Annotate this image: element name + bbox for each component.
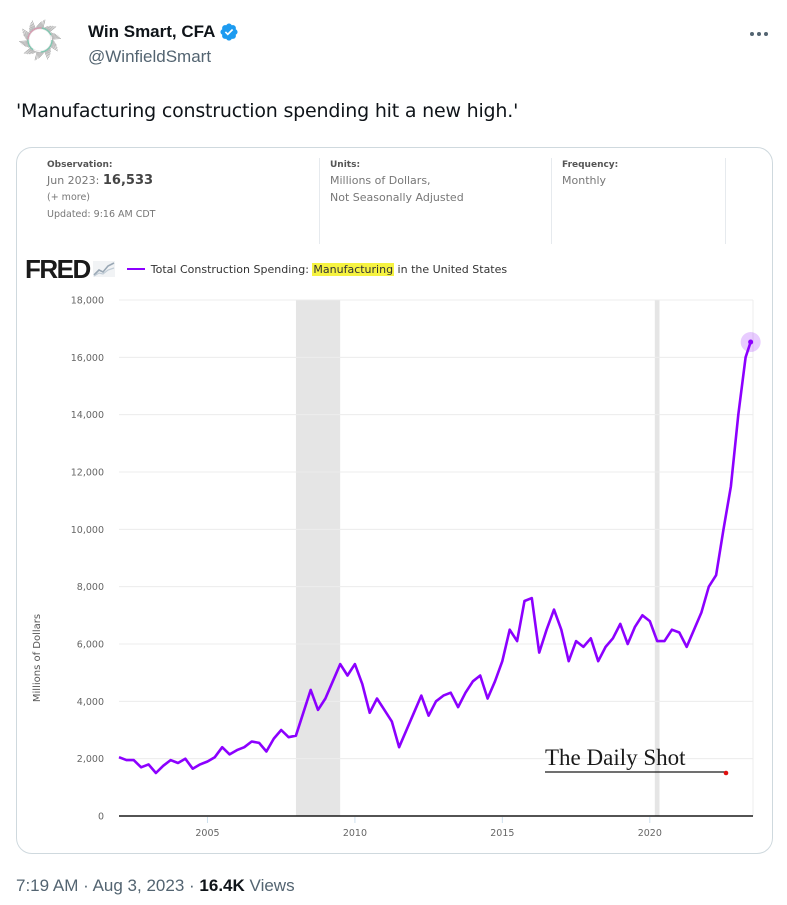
line-chart: 0 2,000 4,000 6,000 8,000 10,000 12,000 14,000 1… xyxy=(32,296,761,839)
y-axis-ticks: 0 2,000 4,000 6,000 8,000 10,000 12,000 14,000 1… xyxy=(71,296,104,823)
y-tick-label: 6,000 xyxy=(77,640,104,651)
more-options-button[interactable] xyxy=(747,24,771,44)
avatar-image xyxy=(19,19,61,61)
legend-swatch xyxy=(126,268,145,270)
fred-metadata: Observation: Jun 2023: 16,533 (+ more) U… xyxy=(17,148,772,248)
units-label: Units: xyxy=(330,160,361,170)
observation-label: Observation: xyxy=(47,160,113,170)
more-dot-icon xyxy=(764,32,768,36)
frequency-block: Frequency: Monthly xyxy=(562,160,618,189)
units-block: Units: Millions of Dollars, Not Seasonal… xyxy=(330,160,464,206)
legend-highlight: Manufacturing xyxy=(312,262,395,276)
frequency-label: Frequency: xyxy=(562,160,619,170)
watermark-dot xyxy=(723,770,729,776)
views-count: 16.4K xyxy=(199,876,245,895)
units-line-1: Millions of Dollars, xyxy=(330,174,431,187)
meta-divider xyxy=(725,158,726,244)
separator: · xyxy=(189,876,195,895)
tweet-date[interactable]: Aug 3, 2023 xyxy=(92,876,185,895)
series-line xyxy=(118,341,752,775)
x-tick-label: 2015 xyxy=(490,828,514,839)
y-axis-label: Millions of Dollars xyxy=(32,614,43,702)
fred-chart-icon xyxy=(92,261,115,277)
fred-logo: FRED xyxy=(25,253,91,284)
y-tick-label: 14,000 xyxy=(71,410,104,421)
gridlines xyxy=(119,299,754,817)
author-block: Win Smart, CFA @WinfieldSmart xyxy=(88,22,239,67)
tweet-footer: 7:19 AM · Aug 3, 2023 · 16.4K Views xyxy=(16,876,295,896)
x-axis-ticks: 2005 2010 2015 2020 xyxy=(195,817,662,839)
views-label: Views xyxy=(249,876,295,895)
x-tick-label: 2020 xyxy=(638,828,662,839)
y-tick-label: 18,000 xyxy=(71,296,104,307)
chart-legend: FRED Total Construction Spending: Manufa… xyxy=(25,253,508,284)
tweet-media-image[interactable]: Observation: Jun 2023: 16,533 (+ more) U… xyxy=(16,147,773,854)
series-layer xyxy=(118,332,761,775)
y-tick-label: 12,000 xyxy=(71,468,104,479)
y-tick-label: 8,000 xyxy=(77,582,104,593)
tweet-time[interactable]: 7:19 AM xyxy=(16,876,79,895)
watermark-text: The Daily Shot xyxy=(545,745,686,770)
more-link[interactable]: (+ more) xyxy=(47,192,91,203)
units-line-2: Not Seasonally Adjusted xyxy=(330,191,464,204)
meta-divider xyxy=(551,158,552,244)
frequency-value: Monthly xyxy=(562,174,607,187)
y-tick-label: 10,000 xyxy=(71,525,104,536)
y-tick-label: 2,000 xyxy=(77,754,104,765)
x-tick-label: 2010 xyxy=(343,828,367,839)
daily-shot-watermark: The Daily Shot xyxy=(545,745,729,776)
legend-suffix: in the United States xyxy=(394,262,508,276)
y-tick-label: 4,000 xyxy=(77,697,104,708)
updated-time: Updated: 9:16 AM CDT xyxy=(47,209,156,220)
author-name-row[interactable]: Win Smart, CFA xyxy=(88,22,239,42)
observation-value-row: Jun 2023: 16,533 xyxy=(47,172,155,189)
observation-value: 16,533 xyxy=(102,173,154,188)
more-dot-icon xyxy=(757,32,761,36)
legend-prefix: Total Construction Spending: xyxy=(150,262,313,276)
y-tick-label: 0 xyxy=(98,812,104,823)
author-handle[interactable]: @WinfieldSmart xyxy=(88,47,212,66)
y-tick-label: 16,000 xyxy=(71,353,104,364)
more-dot-icon xyxy=(750,32,754,36)
recession-bands xyxy=(295,300,660,816)
legend-label: Total Construction Spending: Manufacturi… xyxy=(150,262,508,276)
tweet-text: 'Manufacturing construction spending hit… xyxy=(16,100,519,122)
author-name[interactable]: Win Smart, CFA xyxy=(88,22,216,41)
separator: · xyxy=(83,876,89,895)
last-point-marker xyxy=(748,339,754,345)
verified-badge-icon xyxy=(220,23,238,41)
avatar[interactable] xyxy=(16,16,64,64)
observation-date: Jun 2023: xyxy=(47,174,100,187)
recession-band xyxy=(295,300,341,816)
meta-divider xyxy=(319,158,320,244)
observation-block: Observation: Jun 2023: 16,533 (+ more) U… xyxy=(47,160,155,223)
recession-band xyxy=(654,300,660,816)
x-tick-label: 2005 xyxy=(195,828,219,839)
